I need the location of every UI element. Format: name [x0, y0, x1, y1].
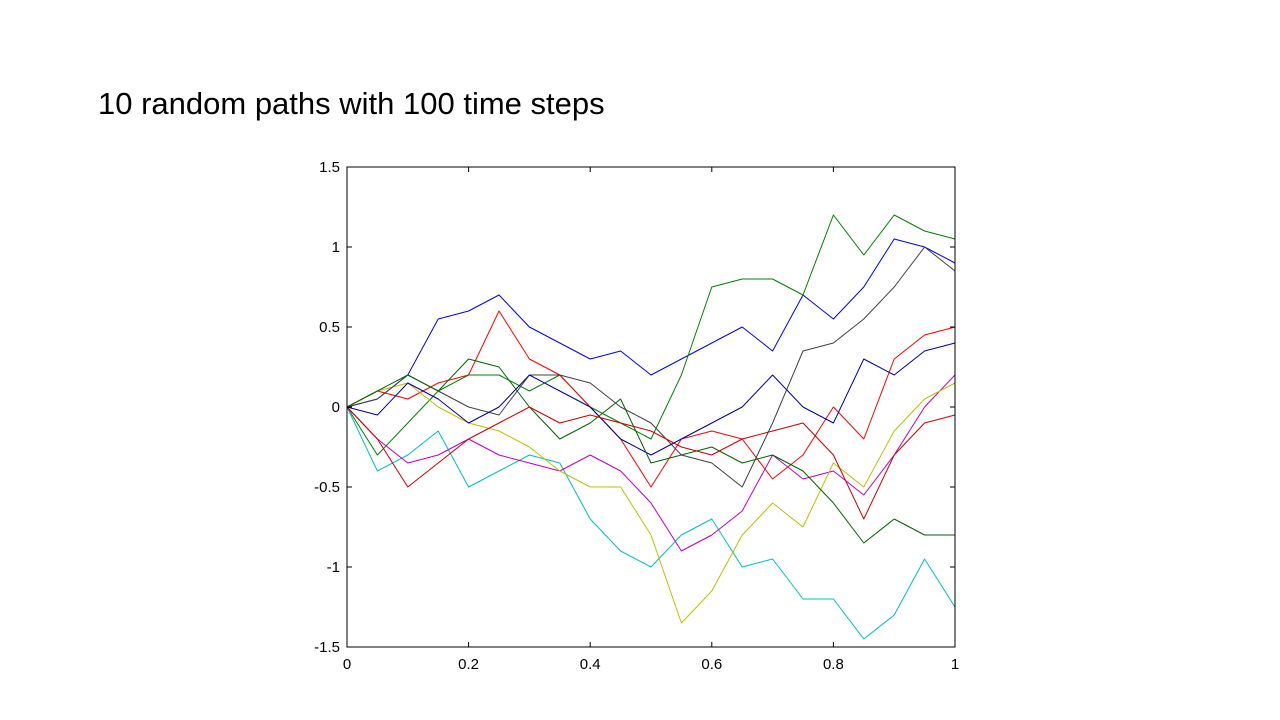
x-tick-label: 0.8 — [823, 656, 844, 673]
series-line-6 — [346, 382, 956, 624]
x-tick-label: 0 — [343, 656, 351, 673]
y-tick-label: -1 — [327, 559, 340, 576]
series-line-9 — [346, 358, 955, 544]
y-tick-label: -0.5 — [314, 479, 340, 496]
slide-title: 10 random paths with 100 time steps — [98, 86, 605, 121]
series-line-1 — [346, 238, 956, 408]
series-layer — [346, 214, 956, 640]
series-line-7 — [346, 246, 956, 488]
y-tick-label: 1.5 — [319, 159, 340, 176]
x-tick-label: 1 — [951, 656, 959, 673]
series-line-5 — [346, 374, 956, 552]
series-line-4 — [346, 406, 956, 640]
series-line-2 — [346, 214, 956, 456]
y-tick-label: 1 — [332, 239, 340, 256]
y-tick-label: 0.5 — [319, 319, 340, 336]
series-line-10 — [346, 406, 956, 520]
tick-layer: 0 0.2 0.4 0.6 0.8 1 -1.5 -1 -0.5 0 0.5 1 1.5 — [314, 159, 959, 673]
x-tick-label: 0.6 — [701, 656, 722, 673]
x-tick-label: 0.2 — [458, 656, 479, 673]
y-tick-label: 0 — [332, 399, 340, 416]
series-line-8 — [346, 342, 956, 456]
y-tick-label: -1.5 — [314, 639, 340, 656]
x-tick-label: 0.4 — [580, 656, 601, 673]
